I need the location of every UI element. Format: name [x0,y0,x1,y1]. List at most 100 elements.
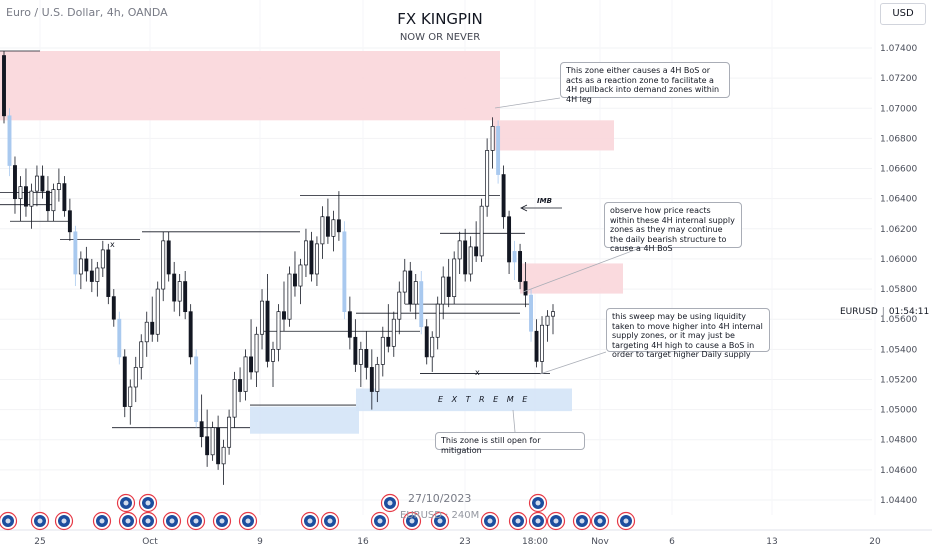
candle [402,270,407,293]
currency-button[interactable]: USD [880,3,926,25]
flag-dot [99,518,105,524]
candle [2,55,6,117]
callout-supply-zone[interactable]: This zone either causes a 4H BoS or acts… [560,62,730,104]
economic-event-flag-icon[interactable] [212,511,232,531]
price-tick-label: 1.04400 [880,496,917,506]
economic-event-flag-icon[interactable] [116,493,136,513]
economic-event-flag-icon[interactable] [238,511,258,531]
candle [122,356,127,407]
economic-event-flag-icon[interactable] [320,511,340,531]
economic-event-flag-icon[interactable] [370,511,390,531]
callout-connector [539,351,607,375]
liquidity-x-mark: x [475,368,480,377]
flag-dot [437,518,443,524]
callout-open-zone[interactable]: This zone is still open for mitigation [435,432,585,455]
candle [386,336,391,347]
imbalance-arrow-head [520,204,528,212]
candle [496,125,501,175]
economic-event-flag-icon[interactable] [508,511,528,531]
economic-event-flag-icon[interactable] [54,511,74,531]
economic-event-flag-icon[interactable] [162,511,182,531]
callout-connectors [494,97,641,433]
flag-dot [145,500,151,506]
candle [314,243,319,275]
candle [73,231,78,275]
price-label-separator: | [881,307,885,317]
economic-event-flag-icon[interactable] [186,511,206,531]
candle [364,348,369,368]
bar-countdown: 01:54:11 [888,307,930,317]
economic-event-flag-icon[interactable] [480,511,500,531]
economic-event-flag-icon[interactable] [616,511,636,531]
candle [56,183,61,190]
watermark-symbol: EURUSD · 240M [400,510,480,521]
candle [29,190,34,207]
economic-events-row[interactable] [0,493,636,531]
candle [166,240,171,275]
candle [238,379,243,392]
candle [221,446,226,465]
candle [172,273,177,302]
candle [485,150,490,207]
zones-layer [0,51,623,434]
price-label-symbol: EURUSD [840,307,878,317]
symbol-description[interactable]: Euro / U.S. Dollar, 4h, OANDA [6,6,168,19]
candle [177,281,182,302]
candle [397,291,402,320]
candle [320,216,325,245]
candle [293,273,297,287]
candle [232,379,237,418]
economic-event-flag-icon[interactable] [528,511,548,531]
flag-dot [553,518,559,524]
candle [18,186,23,200]
candle [13,165,17,200]
candle [100,249,105,269]
time-tick-label: 13 [766,537,777,547]
candle [353,336,358,365]
callout-internal-supply[interactable]: observe how price reacts within these 4H… [604,202,742,253]
economic-event-flag-icon[interactable] [572,511,592,531]
price-tick-label: 1.07400 [880,44,917,54]
economic-event-flag-icon[interactable] [430,511,450,531]
imbalance-label: IMB [537,197,552,205]
economic-event-flag-icon[interactable] [138,511,158,531]
economic-event-flag-icon[interactable] [0,511,18,531]
flag-dot [193,518,199,524]
economic-event-flag-icon[interactable] [118,511,138,531]
time-axis[interactable]: 25 Oct 9 16 23 18:00 Nov 6 13 20 [0,529,932,547]
candle [40,175,45,192]
economic-event-flag-icon[interactable] [380,493,400,513]
candle [430,336,435,358]
candle [304,240,308,266]
candle [95,267,100,282]
economic-event-flag-icon[interactable] [402,511,422,531]
flag-dot [515,518,521,524]
candle [298,264,303,287]
price-tick-label: 1.06600 [880,165,917,175]
candle [336,219,341,233]
economic-event-flag-icon[interactable] [92,511,112,531]
economic-event-flag-icon[interactable] [138,493,158,513]
candle [463,240,468,275]
candle [205,436,210,456]
economic-event-flag-icon[interactable] [528,493,548,513]
price-axis[interactable]: 1.04400 1.04600 1.04800 1.05000 1.05200 1.054… [880,44,917,506]
time-tick-label: Nov [591,537,609,547]
candle [84,258,89,272]
candle [111,296,116,320]
price-tick-label: 1.05600 [880,315,917,325]
callout-liquidity-sweep[interactable]: this sweep may be using liquidity taken … [606,308,770,359]
candle [358,348,363,365]
current-price-label[interactable]: EURUSD | 01:54:11 [840,307,929,317]
candle [106,249,111,297]
candle [7,115,12,166]
flag-dot [37,518,43,524]
economic-event-flag-icon[interactable] [590,511,610,531]
economic-event-flag-icon[interactable] [546,511,566,531]
candle [139,341,144,368]
economic-event-flag-icon[interactable] [30,511,50,531]
watermark-date: 27/10/2023 [408,492,472,505]
economic-event-flag-icon[interactable] [300,511,320,531]
price-tick-label: 1.06200 [880,225,917,235]
